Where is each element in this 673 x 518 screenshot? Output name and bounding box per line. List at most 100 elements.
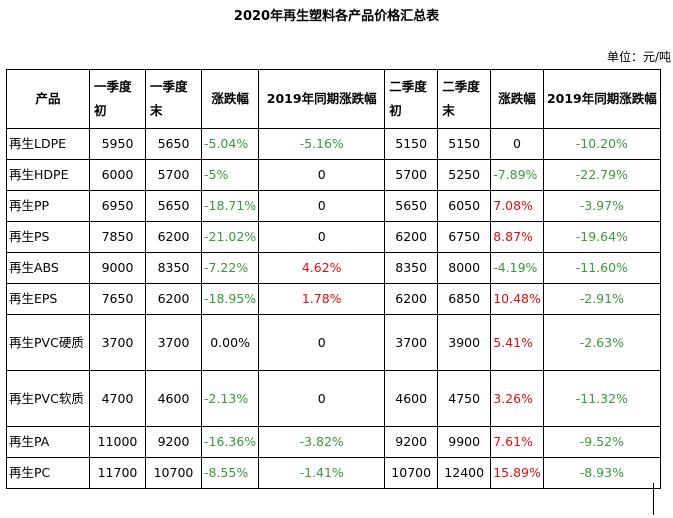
header-q1-yoy: 2019年同期涨跌幅 [258,69,386,129]
cell-q1-end: 4600 [145,370,202,427]
cell-q2-start: 6200 [384,283,439,315]
cell-q2-start: 3700 [384,314,439,371]
cell-q1-yoy: 1.78% [258,283,386,315]
cell-q2-end: 4750 [437,370,492,427]
cell-q2-start: 10700 [384,457,439,489]
header-q2-change: 涨跌幅 [490,69,544,129]
cell-q1-yoy: 0 [258,314,386,371]
cell-q1-change: -18.71% [200,190,260,222]
cell-q2-start: 6200 [384,221,439,253]
cell-q2-end: 9900 [437,426,492,458]
header-q2-end: 二季度末 [437,69,492,129]
cell-q1-change: -18.95% [200,283,260,315]
cell-q2-yoy: -19.64% [542,221,661,253]
cell-q2-start: 5700 [384,159,439,191]
cell-product: 再生PC [6,457,90,489]
header-q2-yoy: 2019年同期涨跌幅 [542,69,661,129]
cell-q2-change: 0 [490,128,544,160]
cell-q1-start: 4700 [89,370,146,427]
cell-q2-change: 8.87% [490,221,544,253]
cell-q2-change: 10.48% [490,283,544,315]
cell-q1-end: 5650 [145,190,202,222]
cell-q1-end: 9200 [145,426,202,458]
cell-q1-change: -8.55% [200,457,260,489]
cell-q2-yoy: -10.20% [542,128,661,160]
header-product: 产品 [6,69,90,129]
cell-product: 再生LDPE [6,128,90,160]
cell-q1-end: 5650 [145,128,202,160]
cell-q1-yoy: 0 [258,370,386,427]
cell-q1-end: 6200 [145,283,202,315]
cell-q2-change: 7.61% [490,426,544,458]
cell-q2-end: 3900 [437,314,492,371]
cell-q1-end: 3700 [145,314,202,371]
cell-q2-end: 6050 [437,190,492,222]
cell-q1-start: 6000 [89,159,146,191]
table-row: 再生PVC硬质 3700 3700 0.00% 0 3700 3900 5.41% -2.63% [6,314,661,371]
cell-q1-yoy: 4.62% [258,252,386,284]
table-row: 再生PA 11000 9200 -16.36% -3.82% 9200 9900 7.61% -… [6,426,661,458]
cell-q1-yoy: -5.16% [258,128,386,160]
cell-q2-end: 8000 [437,252,492,284]
header-q1-change: 涨跌幅 [200,69,260,129]
table-title: 2020年再生塑料各产品价格汇总表 [233,9,440,24]
cell-product: 再生PA [6,426,90,458]
cell-q2-yoy: -2.91% [542,283,661,315]
table-row: 再生LDPE 5950 5650 -5.04% -5.16% 5150 5150 0 -10.2… [6,128,661,160]
cell-q1-yoy: 0 [258,190,386,222]
cell-q1-yoy: -3.82% [258,426,386,458]
cell-q1-end: 5700 [145,159,202,191]
cell-q1-start: 5950 [89,128,146,160]
table-row: 再生ABS 9000 8350 -7.22% 4.62% 8350 8000 -4.19% -1… [6,252,661,284]
cell-q1-end: 8350 [145,252,202,284]
table-row: 再生PP 6950 5650 -18.71% 0 5650 6050 7.08% -3.97% [6,190,661,222]
cell-q2-change: 15.89% [490,457,544,489]
cell-q2-start: 5650 [384,190,439,222]
cell-q2-start: 4600 [384,370,439,427]
cell-q1-change: -5.04% [200,128,260,160]
cell-q2-end: 6850 [437,283,492,315]
cell-q2-end: 5250 [437,159,492,191]
header-q2-start: 二季度初 [384,69,439,129]
cell-q2-change: -7.89% [490,159,544,191]
cell-q1-start: 7850 [89,221,146,253]
cell-product: 再生ABS [6,252,90,284]
cell-q1-start: 11700 [89,457,146,489]
cell-q1-change: 0.00% [200,314,260,371]
table-row: 再生HDPE 6000 5700 -5% 0 5700 5250 -7.89% -22.79% [6,159,661,191]
cell-q2-end: 6750 [437,221,492,253]
cell-q2-yoy: -11.60% [542,252,661,284]
table-row: 再生PC 11700 10700 -8.55% -1.41% 10700 12400 15.8… [6,457,661,489]
header-q1-start: 一季度初 [89,69,146,129]
cell-product: 再生EPS [6,283,90,315]
cell-q1-change: -16.36% [200,426,260,458]
cell-q2-yoy: -11.32% [542,370,661,427]
header-q1-end: 一季度末 [145,69,202,129]
cell-q2-change: -4.19% [490,252,544,284]
cell-q1-yoy: -1.41% [258,457,386,489]
cell-q1-start: 6950 [89,190,146,222]
table-row: 再生PVC软质 4700 4600 -2.13% 0 4600 4750 3.26% -11.3… [6,370,661,427]
cell-q1-change: -5% [200,159,260,191]
table-row: 再生PS 7850 6200 -21.02% 0 6200 6750 8.87% -19.64% [6,221,661,253]
cell-q2-end: 12400 [437,457,492,489]
cell-q2-yoy: -9.52% [542,426,661,458]
cell-q2-start: 5150 [384,128,439,160]
table-row: 再生EPS 7650 6200 -18.95% 1.78% 6200 6850 10.48% -… [6,283,661,315]
cell-q1-yoy: 0 [258,221,386,253]
cell-q1-end: 6200 [145,221,202,253]
cell-q1-start: 9000 [89,252,146,284]
cell-product: 再生PP [6,190,90,222]
cell-q1-yoy: 0 [258,159,386,191]
cell-q1-start: 7650 [89,283,146,315]
cell-q1-end: 10700 [145,457,202,489]
cell-q2-yoy: -8.93% [542,457,661,489]
header-row: 产品 一季度初 一季度末 涨跌幅 2019年同期涨跌幅 二季度初 二季度末 涨跌… [6,69,661,129]
cell-q2-change: 3.26% [490,370,544,427]
cell-q2-start: 9200 [384,426,439,458]
price-table: 产品 一季度初 一季度末 涨跌幅 2019年同期涨跌幅 二季度初 二季度末 涨跌… [6,69,661,489]
cell-q1-change: -21.02% [200,221,260,253]
cell-q2-yoy: -2.63% [542,314,661,371]
cell-product: 再生HDPE [6,159,90,191]
cell-q2-end: 5150 [437,128,492,160]
